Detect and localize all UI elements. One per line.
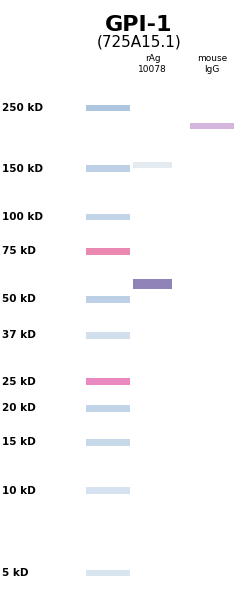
Text: rAg
10078: rAg 10078 xyxy=(138,54,167,74)
Text: 5 kD: 5 kD xyxy=(2,568,29,578)
Text: 50 kD: 50 kD xyxy=(2,295,36,304)
Bar xyxy=(86,569,129,577)
Bar xyxy=(86,166,129,172)
Bar xyxy=(86,214,129,220)
Text: 250 kD: 250 kD xyxy=(2,103,43,113)
Text: 25 kD: 25 kD xyxy=(2,377,36,387)
Bar xyxy=(86,378,129,385)
Text: mouse
IgG: mouse IgG xyxy=(197,54,227,74)
Bar xyxy=(133,162,172,168)
Text: 100 kD: 100 kD xyxy=(2,212,43,222)
Bar xyxy=(86,248,129,254)
Text: GPI-1: GPI-1 xyxy=(105,15,173,35)
Text: (725A15.1): (725A15.1) xyxy=(96,34,181,49)
Text: 75 kD: 75 kD xyxy=(2,246,36,256)
Bar xyxy=(86,439,129,446)
Bar xyxy=(86,487,129,494)
Bar xyxy=(86,296,129,303)
Bar xyxy=(86,332,129,338)
Bar xyxy=(86,104,129,112)
Text: 37 kD: 37 kD xyxy=(2,330,36,340)
Text: 150 kD: 150 kD xyxy=(2,164,43,174)
Bar xyxy=(86,405,129,412)
Text: 20 kD: 20 kD xyxy=(2,403,36,413)
Bar xyxy=(133,279,172,289)
Text: 15 kD: 15 kD xyxy=(2,437,36,448)
Bar xyxy=(190,122,234,130)
Text: 10 kD: 10 kD xyxy=(2,485,36,496)
